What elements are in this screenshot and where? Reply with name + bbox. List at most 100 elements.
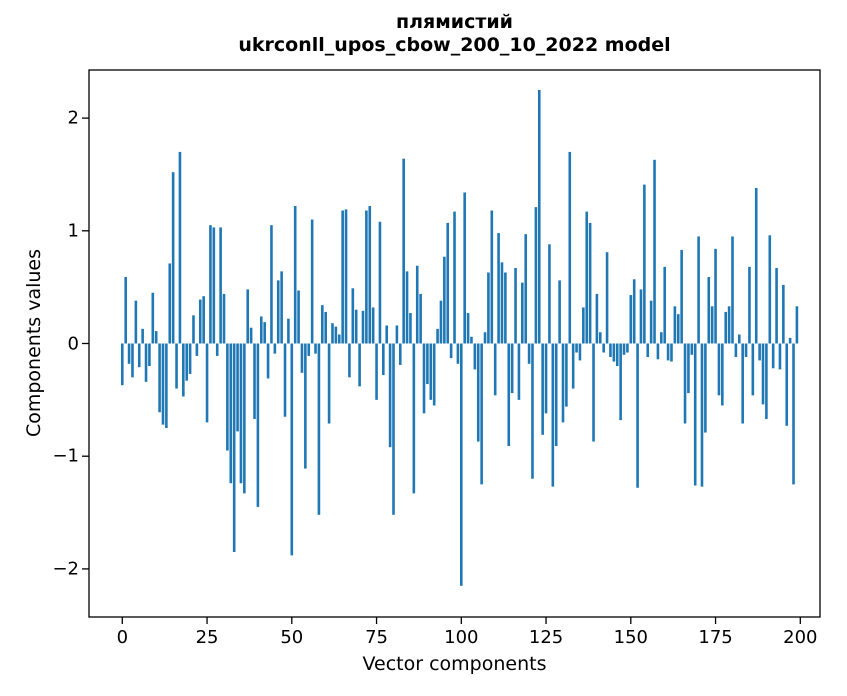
y-tick-label: 0: [67, 333, 79, 354]
bar: [259, 316, 263, 344]
bar: [734, 343, 738, 358]
bar: [178, 151, 182, 344]
x-tick-label: 125: [528, 627, 564, 648]
bar: [582, 307, 585, 344]
bar: [436, 328, 439, 344]
bar: [768, 235, 772, 344]
bar: [578, 343, 582, 361]
bar: [741, 343, 744, 424]
bar: [592, 343, 595, 442]
bar: [615, 343, 619, 367]
bar: [246, 289, 250, 344]
bar: [287, 318, 290, 344]
bar: [124, 277, 127, 344]
bar: [354, 309, 358, 344]
bar: [788, 337, 792, 344]
bar: [754, 187, 758, 344]
bar: [283, 343, 287, 417]
bar: [470, 336, 473, 344]
x-tick-label: 100: [444, 627, 479, 648]
bar: [548, 244, 551, 344]
x-axis-label: Vector components: [362, 653, 547, 675]
bar: [612, 343, 616, 362]
bar: [710, 306, 714, 344]
bar: [446, 222, 450, 344]
bar: [405, 271, 409, 344]
bar: [226, 343, 229, 451]
bar: [660, 332, 663, 344]
bar: [229, 343, 233, 484]
bar: [324, 311, 327, 344]
bar: [236, 343, 239, 432]
bar: [256, 343, 260, 507]
bar: [185, 343, 189, 381]
bar: [490, 210, 494, 344]
bar: [215, 343, 219, 356]
bar: [731, 236, 734, 344]
bar: [314, 343, 317, 354]
x-tick-label: 50: [280, 627, 304, 648]
bar: [537, 89, 541, 344]
bar: [575, 343, 578, 353]
y-tick-label: 1: [67, 220, 79, 242]
bar: [276, 280, 280, 344]
bar: [334, 326, 338, 344]
bar: [243, 343, 246, 494]
bar: [161, 343, 165, 425]
bar: [792, 343, 795, 485]
bar: [761, 343, 765, 405]
bar: [341, 210, 344, 344]
bar: [493, 343, 497, 396]
bar: [151, 292, 155, 344]
bar: [497, 233, 500, 344]
bar: [619, 343, 622, 421]
bar: [510, 343, 514, 394]
bar: [609, 343, 612, 358]
bar: [321, 305, 324, 344]
bar: [134, 300, 138, 344]
bar: [748, 266, 751, 344]
bar: [568, 151, 572, 344]
bar: [632, 279, 636, 344]
bar: [141, 328, 144, 344]
bar: [534, 207, 538, 344]
bar: [504, 272, 507, 344]
y-tick-label: −2: [52, 558, 79, 580]
bar: [758, 343, 761, 361]
bar: [131, 343, 134, 378]
bar: [517, 343, 521, 400]
bar: [531, 343, 534, 479]
bar: [646, 343, 650, 358]
bar: [365, 210, 368, 344]
bar: [704, 343, 707, 433]
bar: [219, 227, 222, 344]
bar: [551, 343, 555, 487]
bar: [653, 159, 656, 344]
bar: [402, 158, 405, 344]
bar: [388, 343, 392, 448]
x-tick-label: 0: [116, 627, 129, 648]
x-tick-label: 200: [783, 627, 818, 648]
bar: [656, 343, 660, 360]
bar: [476, 343, 480, 442]
bar: [158, 343, 161, 413]
bar: [561, 343, 565, 423]
bar: [795, 306, 799, 344]
bar: [317, 343, 321, 515]
bar: [422, 343, 426, 414]
x-tick-label: 75: [365, 627, 388, 648]
bar: [721, 343, 724, 406]
bar: [449, 343, 453, 359]
bar: [412, 343, 416, 494]
bar: [737, 334, 741, 344]
bar: [375, 343, 378, 400]
bar: [266, 343, 270, 379]
bar: [500, 262, 504, 344]
bar: [270, 225, 273, 344]
bar: [673, 306, 677, 344]
bar: [154, 331, 158, 344]
y-tick-label: −1: [52, 445, 79, 467]
bar: [466, 313, 470, 344]
bar: [358, 343, 361, 387]
